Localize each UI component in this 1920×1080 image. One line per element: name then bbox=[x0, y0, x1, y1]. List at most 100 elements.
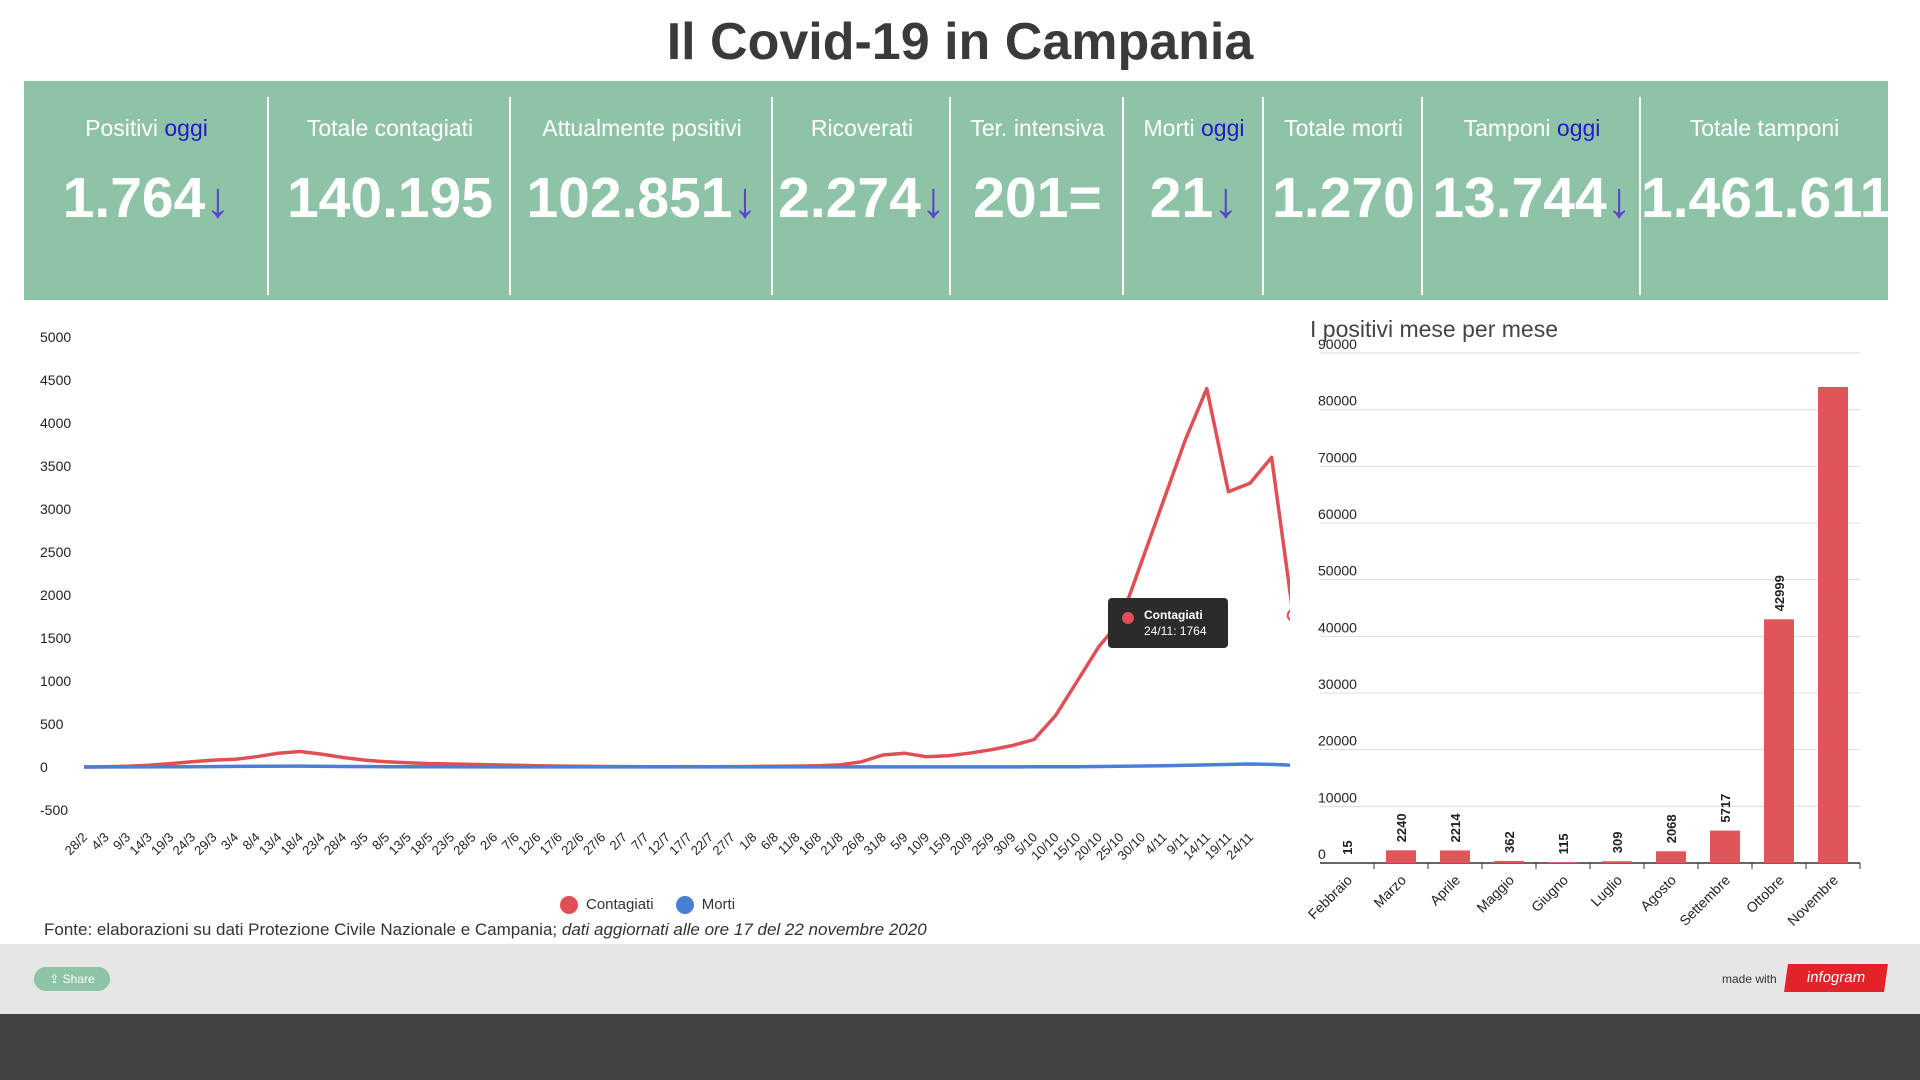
footer-bar bbox=[0, 944, 1920, 1014]
kpi-oggi-label: oggi bbox=[157, 115, 208, 141]
legend-item-contagiati[interactable]: Contagiati bbox=[560, 896, 654, 915]
bar-chart: 90000 80000 70000 60000 50000 40000 30000 20000… bbox=[1305, 336, 1861, 929]
y-tick-label: 50000 bbox=[1318, 563, 1357, 579]
category-label: Ottobre bbox=[1743, 872, 1787, 916]
category-label: Luglio bbox=[1587, 872, 1625, 910]
legend-dot-icon bbox=[675, 896, 694, 915]
kpi-panel: Totale contagiati 140.195 bbox=[269, 81, 511, 300]
y-tick-label: 3000 bbox=[40, 501, 71, 517]
down-arrow-icon: ↓ bbox=[920, 172, 946, 228]
kpi-value-text: 1.764 bbox=[62, 166, 206, 230]
y-tick-label: 20000 bbox=[1318, 733, 1357, 749]
last-point-marker bbox=[1286, 609, 1290, 621]
y-tick-label: 500 bbox=[40, 716, 64, 732]
kpi-label: Ter. intensiva bbox=[951, 115, 1124, 142]
bar bbox=[1764, 619, 1794, 863]
bottom-band bbox=[0, 1014, 1920, 1080]
kpi-value: 1.461.611 bbox=[1641, 165, 1892, 231]
series-line-morti bbox=[83, 762, 1290, 769]
kpi-value: 140.195 bbox=[269, 165, 511, 231]
category-label: Febbraio bbox=[1305, 872, 1356, 923]
x-tick-label: 28/5 bbox=[450, 830, 479, 859]
kpi-divider bbox=[949, 97, 951, 295]
made-with-label: made with bbox=[1722, 972, 1777, 986]
kpi-label: Tamponi oggi bbox=[1423, 115, 1641, 142]
bar-value-label: 15 bbox=[1340, 840, 1355, 854]
kpi-value: 2.274↓ bbox=[773, 165, 951, 231]
y-tick-label: 4500 bbox=[40, 372, 71, 388]
kpi-value-text: 1.461.611 bbox=[1641, 166, 1892, 230]
kpi-panel: Totale tamponi 1.461.611 bbox=[1641, 81, 1892, 300]
bar bbox=[1602, 861, 1632, 863]
kpi-label: Totale contagiati bbox=[269, 115, 511, 142]
bar-value-label: 42999 bbox=[1772, 575, 1787, 611]
kpi-value-text: 21 bbox=[1149, 166, 1214, 230]
infogram-logo[interactable]: infogram bbox=[1784, 964, 1888, 992]
source-note: Fonte: elaborazioni su dati Protezione C… bbox=[44, 920, 927, 940]
x-tick-label: 27/7 bbox=[709, 830, 738, 859]
kpi-value: 201= bbox=[951, 165, 1124, 231]
y-tick-label: 70000 bbox=[1318, 449, 1357, 465]
series-line-contagiati bbox=[83, 386, 1290, 769]
kpi-panel: Totale morti 1.270 bbox=[1264, 81, 1423, 300]
y-tick-label: 40000 bbox=[1318, 619, 1357, 635]
kpi-label: Totale tamponi bbox=[1641, 115, 1888, 142]
category-label: Novembre bbox=[1784, 872, 1841, 929]
down-arrow-icon: ↓ bbox=[732, 172, 758, 228]
y-tick-label: 80000 bbox=[1318, 393, 1357, 409]
x-tick-label: 27/6 bbox=[580, 830, 609, 859]
kpi-panel: Morti oggi 21↓ bbox=[1124, 81, 1264, 300]
bar-value-label: 115 bbox=[1556, 833, 1571, 854]
y-tick-label: 0 bbox=[1318, 846, 1326, 862]
y-tick-label: 5000 bbox=[40, 329, 71, 345]
kpi-divider bbox=[1421, 97, 1423, 295]
kpi-divider bbox=[1639, 97, 1641, 295]
bar bbox=[1440, 850, 1470, 863]
legend-label: Contagiati bbox=[586, 896, 654, 914]
y-tick-label: 0 bbox=[40, 759, 48, 775]
kpi-panel: Tamponi oggi 13.744↓ bbox=[1423, 81, 1641, 300]
y-tick-label: 1500 bbox=[40, 630, 71, 646]
kpi-value-text: 140.195 bbox=[286, 166, 494, 230]
kpi-value: 1.764↓ bbox=[24, 165, 269, 231]
x-tick-label: 28/2 bbox=[62, 830, 91, 859]
x-tick-label: 3/5 bbox=[347, 830, 370, 853]
x-tick-label: 2/6 bbox=[477, 830, 500, 853]
x-tick-label: 3/4 bbox=[218, 830, 241, 853]
x-tick-label: 4/3 bbox=[88, 830, 111, 853]
kpi-value-text: 102.851 bbox=[526, 166, 733, 230]
y-tick-label: 90000 bbox=[1318, 336, 1357, 352]
category-label: Settembre bbox=[1676, 872, 1733, 929]
bar-value-label: 309 bbox=[1610, 832, 1625, 854]
kpi-value-text: 13.744 bbox=[1432, 166, 1607, 230]
equal-icon: = bbox=[1068, 166, 1102, 230]
bar-value-label: 2214 bbox=[1448, 813, 1463, 843]
chart-legend: Contagiati Morti bbox=[560, 896, 753, 915]
kpi-divider bbox=[1122, 97, 1124, 295]
kpi-value-text: 201 bbox=[973, 166, 1069, 230]
source-updated: dati aggiornati alle ore 17 del 22 novem… bbox=[561, 920, 927, 939]
y-tick-label: 10000 bbox=[1318, 789, 1357, 805]
x-tick-label: 29/3 bbox=[191, 830, 220, 859]
kpi-label-text: Totale morti bbox=[1284, 115, 1403, 141]
kpi-label-text: Totale tamponi bbox=[1689, 115, 1840, 141]
y-tick-label: 2500 bbox=[40, 544, 71, 560]
category-label: Maggio bbox=[1473, 872, 1517, 916]
kpi-label-text: Attualmente positivi bbox=[542, 115, 742, 141]
line-chart: 5000450040003500300025002000150010005000… bbox=[40, 329, 1290, 863]
legend-item-morti[interactable]: Morti bbox=[675, 896, 735, 915]
share-label: Share bbox=[62, 972, 95, 986]
y-tick-label: 1000 bbox=[40, 673, 71, 689]
share-button[interactable]: ⇪ Share bbox=[34, 967, 110, 991]
bar-value-label: 2240 bbox=[1394, 813, 1409, 842]
source-text: Fonte: elaborazioni su dati Protezione C… bbox=[44, 920, 562, 939]
bar bbox=[1386, 850, 1416, 863]
kpi-oggi-label: oggi bbox=[1194, 115, 1245, 141]
kpi-value-text: 1.270 bbox=[1272, 166, 1415, 230]
kpi-panel: Ricoverati 2.274↓ bbox=[773, 81, 951, 300]
kpi-value: 102.851↓ bbox=[511, 165, 773, 231]
x-tick-label: 1/8 bbox=[736, 830, 759, 853]
kpi-panel: Ter. intensiva 201= bbox=[951, 81, 1124, 300]
tooltip-dot-icon bbox=[1122, 612, 1134, 624]
kpi-value: 21↓ bbox=[1124, 165, 1264, 231]
